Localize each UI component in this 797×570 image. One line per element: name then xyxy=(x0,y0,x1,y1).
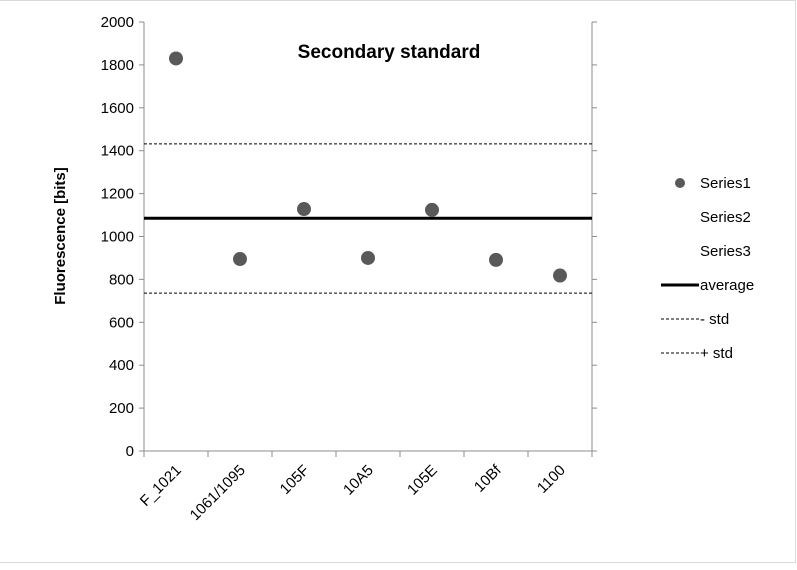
y-tick-label: 800 xyxy=(109,271,134,288)
legend-label: average xyxy=(700,277,754,294)
legend-marker xyxy=(675,178,685,188)
data-point xyxy=(425,202,439,217)
x-tick-label: 105F xyxy=(277,462,313,498)
y-tick-label: 400 xyxy=(109,357,134,374)
data-point xyxy=(489,252,503,267)
x-tick-label: 10Bf xyxy=(471,461,505,495)
legend-label: Series1 xyxy=(700,175,751,192)
chart-title: Secondary standard xyxy=(298,42,481,63)
y-tick-label: 0 xyxy=(126,443,134,460)
legend-label: Series3 xyxy=(700,243,751,260)
y-tick-label: 200 xyxy=(109,400,134,417)
legend-label: + std xyxy=(700,345,733,362)
x-tick-label: 1061/1095 xyxy=(187,462,249,524)
y-tick-label: 600 xyxy=(109,314,134,331)
axes-layer: 0 200 400 600 800 1000 1200 1400 1600 1800 2000 F_1… xyxy=(101,14,597,524)
x-tick-label: F_1021 xyxy=(137,462,185,510)
y-tick-label: 2000 xyxy=(101,14,134,31)
y-tick-label: 1800 xyxy=(101,57,134,74)
legend-label: - std xyxy=(700,311,729,328)
y-tick-label: 1400 xyxy=(101,143,134,160)
data-point xyxy=(169,51,183,66)
y-tick-label: 1600 xyxy=(101,100,134,117)
legend-label: Series2 xyxy=(700,209,751,226)
data-point xyxy=(361,250,375,265)
x-tick-label: 105E xyxy=(404,462,441,499)
data-point xyxy=(553,268,567,283)
y-tick-label: 1200 xyxy=(101,186,134,203)
y-tick-label: 1000 xyxy=(101,229,134,246)
legend: Series1 Series2 Series3 average - std + std xyxy=(661,175,754,362)
x-tick-label: 10A5 xyxy=(340,462,377,499)
y-axis-title: Fluorescence [bits] xyxy=(52,167,69,305)
data-points-layer xyxy=(169,51,567,283)
data-point xyxy=(297,202,311,217)
x-tick-label: 1100 xyxy=(534,462,569,497)
reference-lines-layer xyxy=(144,143,592,294)
data-point xyxy=(233,252,247,267)
